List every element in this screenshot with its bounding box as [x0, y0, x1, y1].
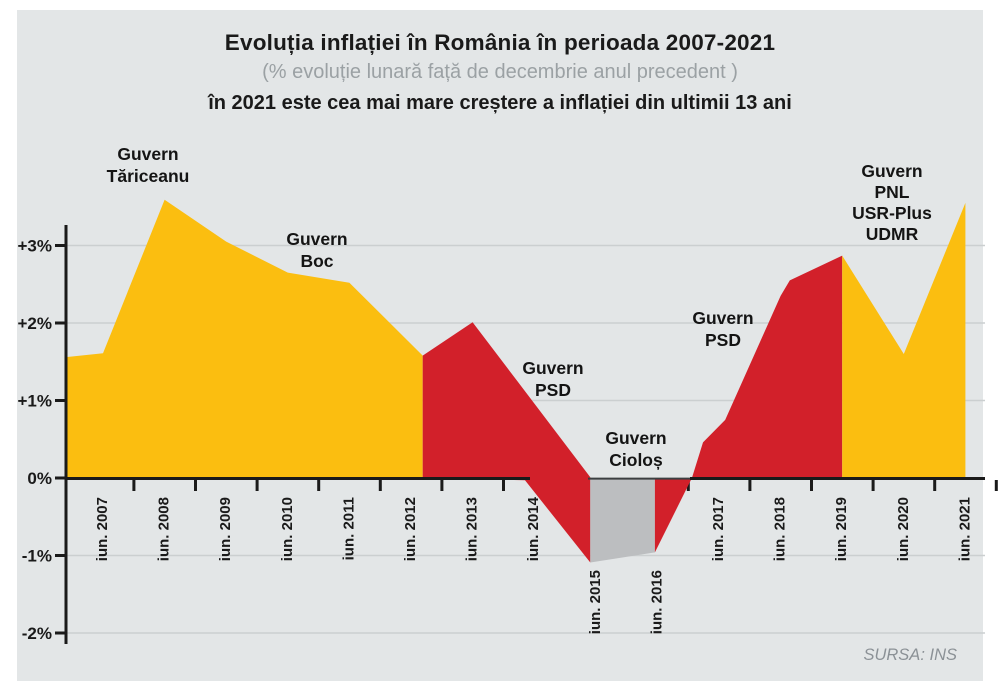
area-psd-ponta — [422, 322, 591, 563]
page-title: Evoluția inflației în România în perioad… — [224, 30, 776, 55]
y-axis-label: 0% — [27, 469, 52, 488]
x-axis-tick — [933, 480, 937, 491]
y-axis-label: -1% — [22, 547, 52, 566]
x-axis-tick — [378, 480, 382, 491]
government-annotation: Guvern — [117, 144, 178, 164]
government-annotation: Guvern — [286, 229, 347, 249]
x-axis-tick — [317, 480, 321, 491]
government-annotation: Boc — [300, 251, 333, 271]
x-axis-tick — [440, 480, 444, 491]
x-axis-tick — [255, 480, 259, 491]
x-axis-label: iun. 2016 — [648, 570, 665, 634]
government-annotation: PSD — [535, 380, 571, 400]
government-annotation: PNL — [875, 182, 910, 202]
area-ciolos — [590, 478, 655, 563]
x-axis-tick — [194, 480, 197, 491]
x-axis-label: iun. 2013 — [464, 497, 481, 561]
government-annotation: Guvern — [605, 428, 666, 448]
y-axis-tick-dash — [55, 399, 66, 402]
x-axis-label: iun. 2008 — [156, 497, 173, 561]
y-axis-label: +2% — [18, 314, 53, 333]
x-axis-tick — [994, 480, 998, 491]
x-axis-label: iun. 2015 — [587, 570, 604, 634]
x-axis-tick — [810, 480, 813, 491]
area-pnl-usr-plus-udmr — [842, 202, 966, 478]
x-axis-label: iun. 2011 — [340, 497, 357, 560]
government-annotation: UDMR — [866, 224, 919, 244]
y-axis-label: -2% — [22, 624, 52, 643]
x-axis-tick — [871, 480, 875, 491]
government-annotation: Guvern — [692, 308, 753, 328]
x-axis-label: iun. 2007 — [94, 497, 111, 561]
government-annotation: Guvern — [861, 161, 922, 181]
x-axis-label: iun. 2014 — [525, 496, 542, 561]
y-axis-tick-dash — [55, 631, 66, 635]
x-axis-label: iun. 2012 — [402, 497, 419, 561]
x-axis-label: iun. 2020 — [895, 497, 912, 561]
government-annotation: USR-Plus — [852, 203, 932, 223]
government-annotation: Guvern — [522, 358, 583, 378]
y-axis-tick-dash — [55, 554, 66, 557]
x-axis-label: iun. 2021 — [956, 497, 973, 561]
x-axis-label: iun. 2010 — [279, 497, 296, 561]
y-axis-label: +1% — [18, 392, 53, 411]
government-annotation: PSD — [705, 330, 741, 350]
y-axis-tick-dash — [55, 476, 66, 480]
chart-subtitle: (% evoluție lunară față de decembrie anu… — [262, 61, 738, 83]
source-note: SURSA: INS — [863, 646, 957, 664]
x-axis-tick — [686, 480, 690, 491]
x-axis-tick — [748, 480, 752, 491]
x-axis-label: iun. 2018 — [772, 497, 789, 561]
zero-axis-line — [690, 477, 985, 480]
x-axis-label: iun. 2017 — [710, 497, 727, 561]
area-psd-2 — [654, 255, 843, 553]
y-axis-tick-dash — [55, 321, 66, 325]
zero-axis-line — [66, 477, 530, 480]
area-tariceanu-boc — [66, 199, 423, 479]
government-annotation: Cioloș — [609, 450, 663, 470]
y-axis-tick-dash — [55, 244, 66, 247]
x-axis-label: iun. 2019 — [833, 497, 850, 561]
x-axis-tick — [132, 480, 136, 491]
y-axis-line — [64, 225, 68, 644]
chart-claim: în 2021 este cea mai mare creștere a inf… — [208, 92, 792, 114]
x-axis-tick — [502, 480, 505, 491]
x-axis-label: iun. 2009 — [217, 497, 234, 561]
y-axis-label: +3% — [18, 237, 53, 256]
government-annotation: Tăriceanu — [107, 166, 190, 186]
